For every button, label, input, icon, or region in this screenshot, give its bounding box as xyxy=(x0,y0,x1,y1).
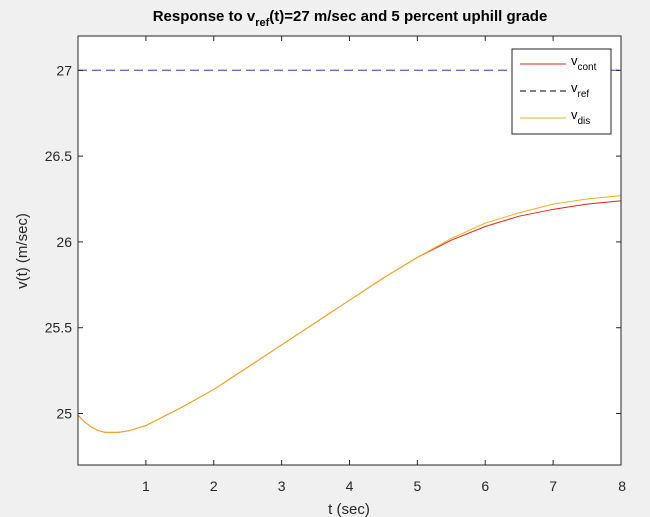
x-tick-label: 2 xyxy=(210,478,218,494)
y-tick-label: 26.5 xyxy=(45,148,72,164)
legend: vcont vref vdis xyxy=(511,48,612,135)
x-axis-label: t (sec) xyxy=(328,501,370,517)
x-tick-label: 3 xyxy=(278,478,286,494)
legend-label-v-ref: vref xyxy=(571,80,589,100)
series-line-v-dis xyxy=(77,195,622,433)
legend-label-v-dis: vdis xyxy=(571,107,590,127)
x-tick-label: 6 xyxy=(481,478,489,494)
series-layer xyxy=(77,69,622,433)
legend-label-v-cont: vcont xyxy=(571,53,597,73)
title-suffix: (t)=27 m/sec and 5 percent uphill grade xyxy=(269,8,547,25)
y-tick-label: 26 xyxy=(56,234,72,250)
x-tick-label: 8 xyxy=(618,478,626,494)
title-sub: ref xyxy=(255,17,269,29)
tick-layer: 1 2 3 4 5 6 7 8 25 25.5 26 26.5 27 xyxy=(45,36,626,494)
chart-title: Response to vref(t)=27 m/sec and 5 perce… xyxy=(153,8,548,29)
x-tick-label: 5 xyxy=(413,478,421,494)
x-tick-label: 4 xyxy=(346,478,354,494)
x-tick-label: 1 xyxy=(142,478,150,494)
title-prefix: Response to v xyxy=(153,8,256,25)
y-tick-label: 27 xyxy=(56,62,72,78)
x-tick-label: 7 xyxy=(549,478,557,494)
y-tick-label: 25.5 xyxy=(45,320,72,336)
y-tick-label: 25 xyxy=(56,406,72,422)
y-axis-label: v(t) (m/sec) xyxy=(14,213,31,289)
